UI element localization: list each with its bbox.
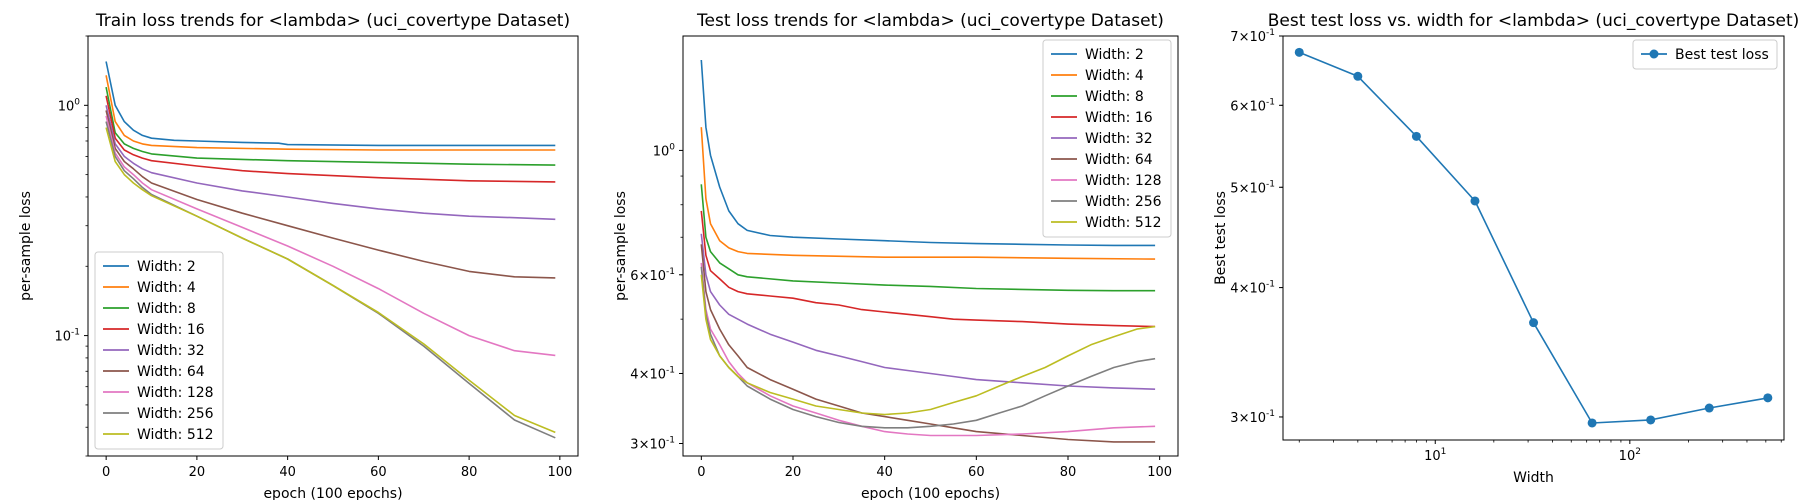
legend-marker bbox=[1649, 49, 1659, 59]
chart-title: Train loss trends for <lambda> (uci_cove… bbox=[95, 11, 570, 31]
plot-frame bbox=[1282, 35, 1785, 441]
legend-label: Width: 256 bbox=[137, 406, 214, 422]
y-axis-label: per-sample loss bbox=[613, 191, 629, 301]
y-tick-label: 3×10-1 bbox=[1230, 409, 1275, 426]
x-tick-label: 80 bbox=[461, 465, 478, 480]
legend-box bbox=[94, 251, 224, 450]
y-tick-label: 6×10-1 bbox=[630, 267, 675, 284]
series-line-6 bbox=[700, 244, 1156, 443]
x-tick-label: 80 bbox=[1060, 465, 1077, 480]
y-tick-label: 100 bbox=[58, 97, 81, 114]
series-line-1 bbox=[105, 61, 556, 147]
series-line-5 bbox=[105, 105, 556, 221]
y-axis-label: per-sample loss bbox=[18, 191, 34, 301]
legend-label: Width: 256 bbox=[1085, 194, 1162, 210]
plot-frame bbox=[682, 35, 1179, 457]
legend-label: Width: 2 bbox=[1085, 47, 1144, 63]
data-point bbox=[1353, 71, 1363, 81]
legend-label: Width: 4 bbox=[137, 280, 196, 296]
series-group bbox=[700, 59, 1156, 443]
legend-label: Width: 8 bbox=[1085, 89, 1144, 105]
x-tick-label: 102 bbox=[1619, 447, 1641, 464]
x-tick-label: 60 bbox=[968, 465, 985, 480]
series-group bbox=[105, 61, 556, 439]
series-line-2 bbox=[700, 127, 1156, 260]
x-tick-label: 40 bbox=[876, 465, 893, 480]
x-tick-label: 20 bbox=[785, 465, 802, 480]
series-line-1 bbox=[1298, 51, 1768, 424]
legend-box bbox=[1632, 39, 1778, 70]
data-point bbox=[1587, 418, 1597, 428]
series-line-7 bbox=[700, 262, 1156, 437]
legend-box bbox=[1042, 39, 1172, 238]
y-tick-label: 6×10-1 bbox=[1230, 97, 1275, 114]
series-line-7 bbox=[105, 115, 556, 357]
legend-label: Width: 16 bbox=[1085, 110, 1153, 126]
data-point bbox=[1704, 403, 1714, 413]
chart-1: Train loss trends for <lambda> (uci_cove… bbox=[18, 11, 579, 500]
x-tick-label: 0 bbox=[102, 465, 110, 480]
x-tick-label: 20 bbox=[189, 465, 206, 480]
legend-label: Width: 8 bbox=[137, 301, 196, 317]
x-tick-label: 100 bbox=[1147, 465, 1172, 480]
y-tick-label: 7×10-1 bbox=[1230, 28, 1275, 45]
x-tick-label: 60 bbox=[370, 465, 387, 480]
x-tick-label: 0 bbox=[697, 465, 705, 480]
x-axis-label: epoch (100 epochs) bbox=[263, 486, 402, 500]
data-point bbox=[1763, 393, 1773, 403]
series-line-6 bbox=[105, 110, 556, 279]
legend-label: Width: 128 bbox=[1085, 173, 1162, 189]
legend: Width: 2 Width: 4 Width: 8 Width: 16 Width: … bbox=[1042, 39, 1172, 238]
legend-label: Width: 2 bbox=[137, 259, 196, 275]
plot-frame bbox=[87, 35, 579, 457]
series-line-1 bbox=[700, 59, 1156, 247]
x-tick-label: 40 bbox=[279, 465, 296, 480]
chart-title: Best test loss vs. width for <lambda> (u… bbox=[1268, 11, 1800, 31]
series-line-3 bbox=[700, 184, 1156, 292]
legend: Best test loss bbox=[1632, 39, 1778, 70]
series-line-9 bbox=[105, 127, 556, 434]
chart-title: Test loss trends for <lambda> (uci_cover… bbox=[696, 11, 1164, 31]
data-point bbox=[1294, 47, 1304, 57]
x-axis-label: Width bbox=[1513, 470, 1554, 486]
legend-label: Width: 4 bbox=[1085, 68, 1144, 84]
x-tick-label: 100 bbox=[547, 465, 572, 480]
legend-label: Width: 16 bbox=[137, 322, 205, 338]
y-tick-label: 4×10-1 bbox=[1230, 280, 1275, 297]
series-group bbox=[1294, 47, 1773, 428]
x-tick-label: 101 bbox=[1424, 447, 1446, 464]
series-line-4 bbox=[105, 95, 556, 183]
y-tick-label: 5×10-1 bbox=[1230, 179, 1275, 196]
legend-label: Width: 128 bbox=[137, 385, 214, 401]
series-line-4 bbox=[700, 210, 1156, 328]
legend-label: Width: 64 bbox=[137, 364, 205, 380]
x-axis-label: epoch (100 epochs) bbox=[861, 486, 1000, 500]
chart-3: Best test loss vs. width for <lambda> (u… bbox=[1213, 11, 1799, 486]
y-tick-label: 3×10-1 bbox=[630, 436, 675, 453]
y-tick-label: 10-1 bbox=[54, 328, 80, 345]
legend-label: Best test loss bbox=[1675, 47, 1769, 63]
legend-label: Width: 512 bbox=[1085, 215, 1162, 231]
data-point bbox=[1470, 196, 1480, 206]
legend-label: Width: 32 bbox=[1085, 131, 1153, 147]
y-tick-label: 4×10-1 bbox=[630, 365, 675, 382]
legend-label: Width: 64 bbox=[1085, 152, 1153, 168]
series-line-9 bbox=[700, 274, 1156, 416]
series-line-3 bbox=[105, 86, 556, 166]
y-axis-label: Best test loss bbox=[1213, 191, 1229, 285]
data-point bbox=[1411, 131, 1421, 141]
series-line-2 bbox=[105, 75, 556, 151]
data-point bbox=[1529, 318, 1539, 328]
y-tick-label: 100 bbox=[653, 142, 676, 159]
data-point bbox=[1646, 415, 1656, 425]
series-line-5 bbox=[700, 233, 1156, 390]
chart-2: Test loss trends for <lambda> (uci_cover… bbox=[613, 11, 1179, 500]
legend-label: Width: 512 bbox=[137, 427, 214, 443]
legend-label: Width: 32 bbox=[137, 343, 205, 359]
legend: Width: 2 Width: 4 Width: 8 Width: 16 Width: … bbox=[94, 251, 224, 450]
